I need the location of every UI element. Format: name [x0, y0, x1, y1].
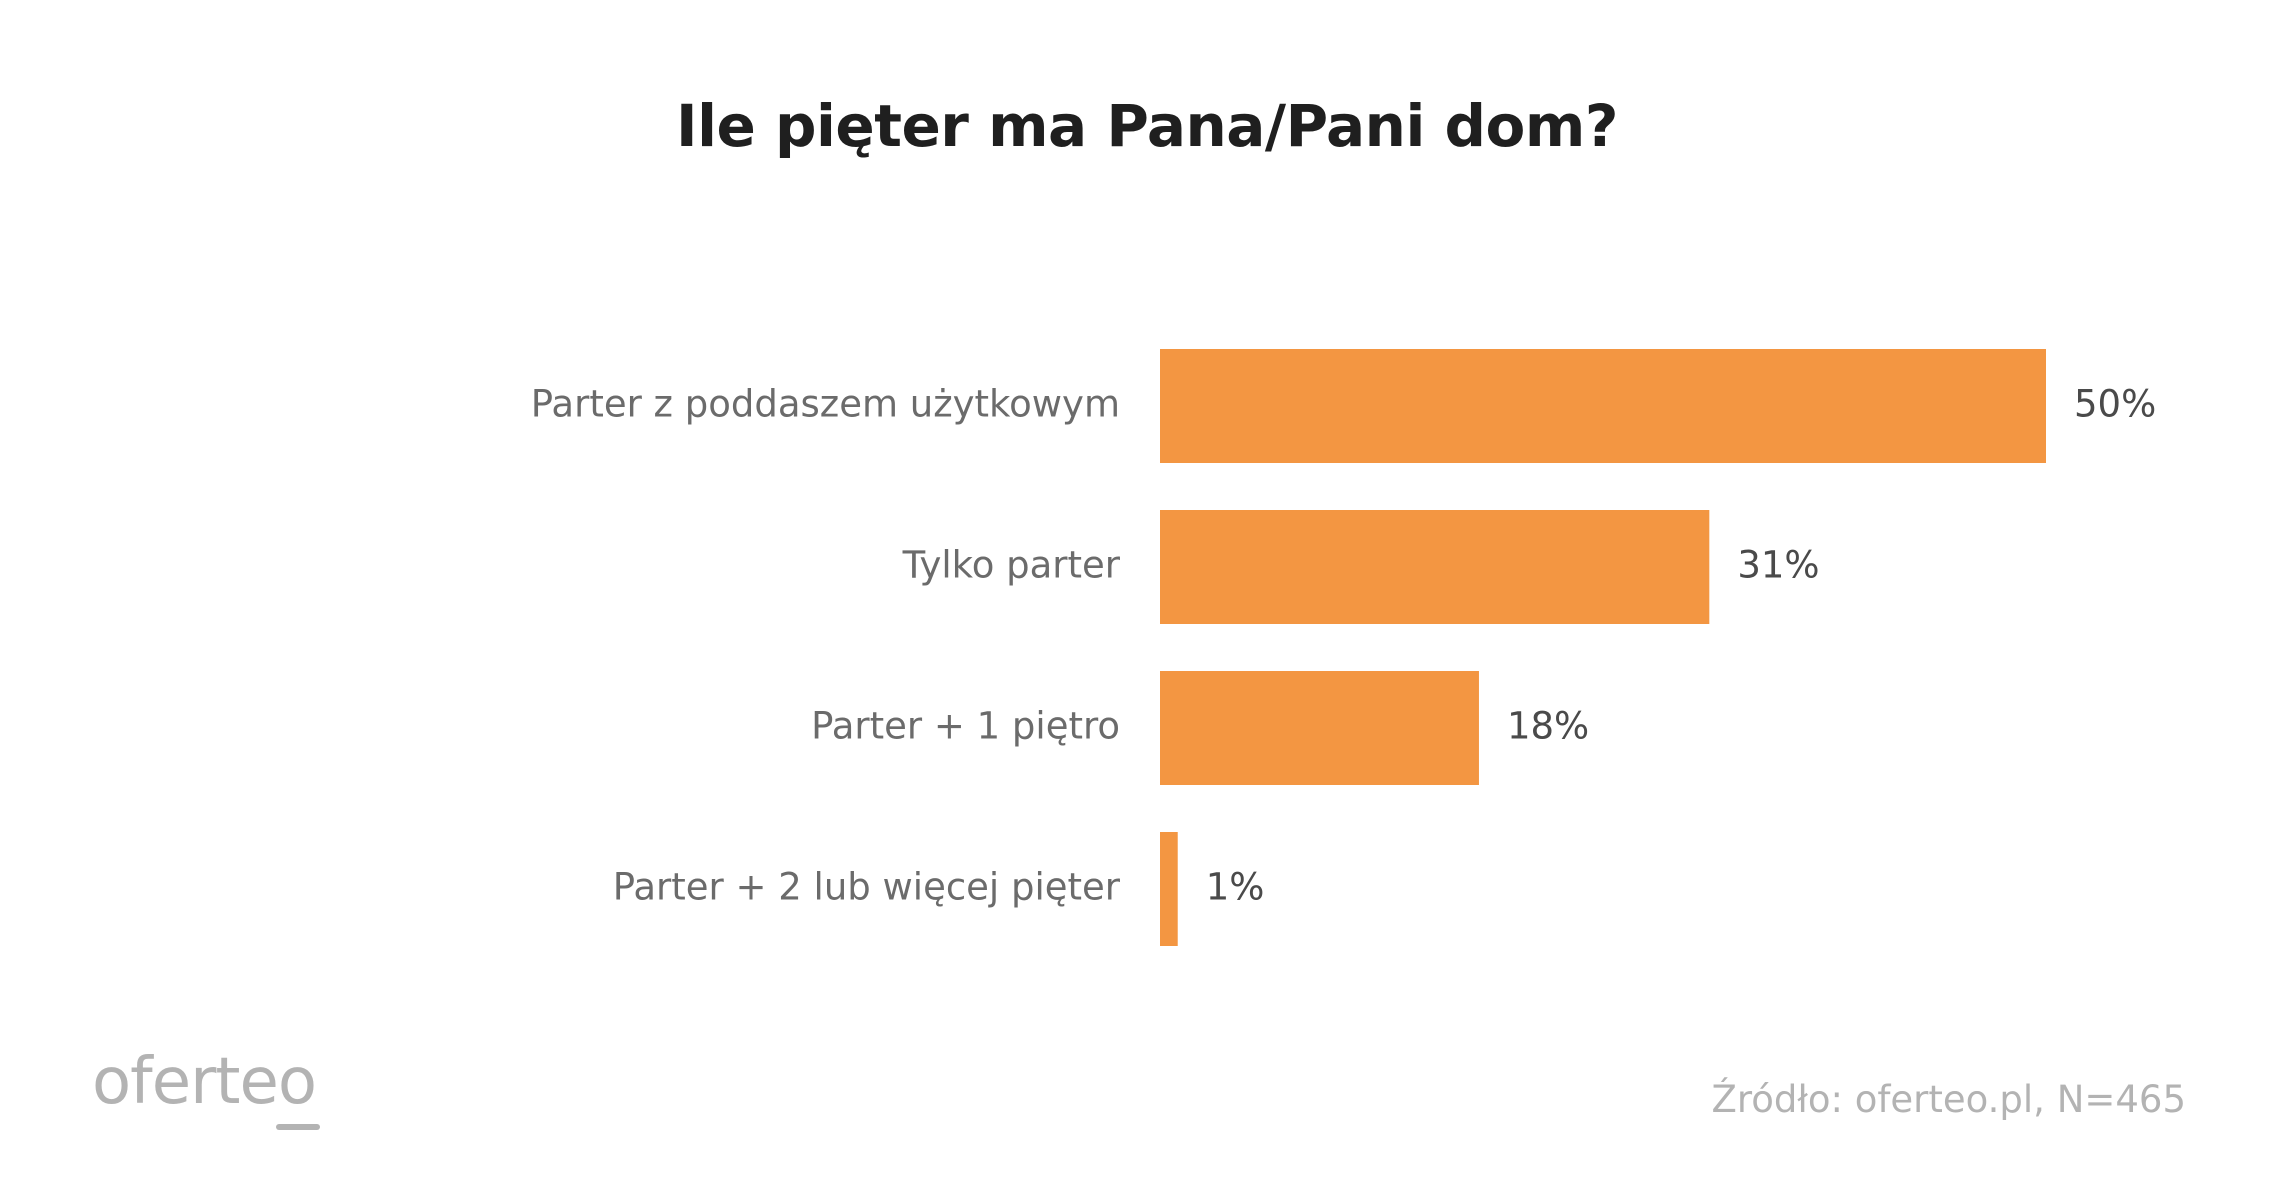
- bar-1: [1160, 349, 2046, 463]
- category-label-4: Parter + 2 lub więcej pięter: [613, 866, 1121, 909]
- bar-2: [1160, 510, 1710, 624]
- chart-title: Ile pięter ma Pana/Pani dom?: [676, 92, 1618, 160]
- value-label-4: 1%: [1206, 866, 1265, 909]
- value-label-3: 18%: [1507, 705, 1589, 748]
- bars-group: [1160, 349, 2046, 946]
- value-label-1: 50%: [2074, 383, 2156, 426]
- logo-underline-mark: [276, 1124, 320, 1130]
- category-label-2: Tylko parter: [902, 544, 1121, 587]
- value-labels-group: 50% 31% 18% 1%: [1206, 383, 2157, 909]
- bar-4: [1160, 832, 1178, 946]
- category-label-1: Parter z poddaszem użytkowym: [531, 383, 1120, 426]
- bar-3: [1160, 671, 1479, 785]
- category-label-3: Parter + 1 piętro: [811, 705, 1120, 748]
- value-label-2: 31%: [1737, 544, 1819, 587]
- source-note: Źródło: oferteo.pl, N=465: [1711, 1078, 2187, 1121]
- oferteo-logo: oferteo: [92, 1045, 317, 1119]
- category-labels-group: Parter z poddaszem użytkowym Tylko parter…: [531, 383, 1121, 909]
